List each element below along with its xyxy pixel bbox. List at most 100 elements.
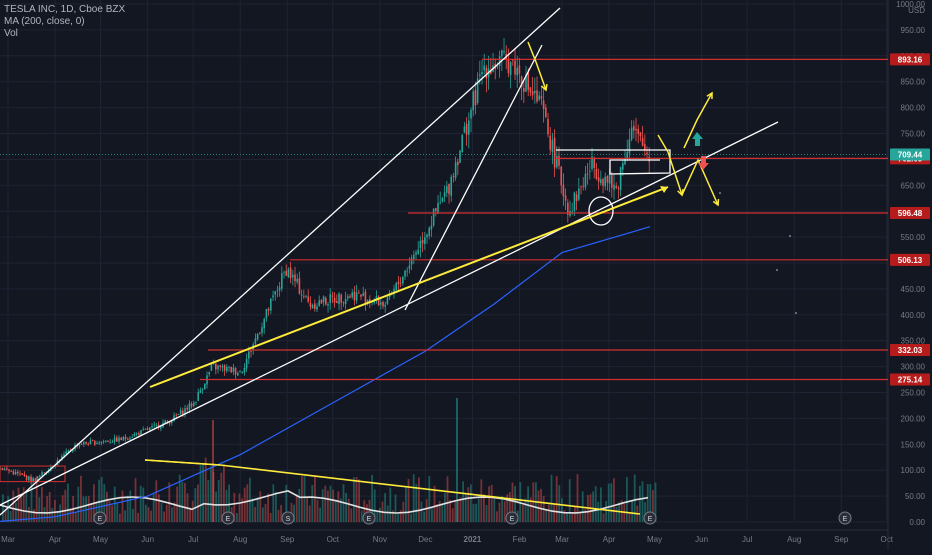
earnings-marker-label: E	[843, 516, 848, 523]
level-price-badge	[890, 373, 930, 386]
support-box[interactable]	[0, 465, 66, 483]
volume-ma-line	[0, 490, 649, 514]
trendline-white-steep[interactable]	[404, 44, 543, 311]
volume-bar	[228, 484, 230, 522]
candle-body	[446, 186, 448, 193]
volume-bar	[373, 489, 376, 522]
volume-bar	[353, 477, 355, 522]
volume-bar	[194, 488, 197, 522]
volume-bar	[119, 513, 121, 522]
candle-body	[140, 430, 142, 435]
candle-body	[617, 188, 620, 189]
volume-bar	[215, 491, 217, 522]
projection-arrow-down[interactable]	[681, 158, 719, 206]
volume-bar	[548, 504, 550, 522]
candle-body	[481, 71, 483, 75]
earnings-marker-icon[interactable]	[221, 511, 235, 525]
earnings-marker-icon[interactable]	[838, 511, 852, 525]
volume-bar	[597, 501, 600, 522]
candle-body	[347, 296, 349, 299]
candle-body	[184, 408, 186, 415]
volume-bar	[410, 513, 412, 522]
volume-bar	[137, 513, 139, 522]
trendline-white-upper[interactable]	[0, 7, 561, 516]
earnings-marker-icon[interactable]	[281, 511, 295, 525]
candle-body	[432, 208, 435, 226]
candle-body	[421, 239, 424, 244]
candle-body	[120, 437, 123, 441]
volume-bar	[308, 505, 311, 522]
trendline-yellow-support[interactable]	[149, 186, 669, 388]
volume-bar	[25, 491, 28, 522]
level-price-label: 893.16	[898, 55, 923, 64]
x-tick-label: Sep	[280, 535, 295, 544]
volume-bar	[319, 507, 321, 522]
current-price-badge	[890, 148, 930, 161]
candle-body	[89, 440, 92, 445]
volume-bar	[38, 497, 41, 522]
volume-bar	[17, 487, 20, 522]
candle-body	[472, 91, 475, 111]
projection-arrow-up-head	[706, 91, 713, 100]
volume-bar	[623, 504, 626, 522]
earnings-marker-icon[interactable]	[93, 511, 107, 525]
candle-body	[303, 296, 305, 298]
earnings-marker-icon[interactable]	[505, 511, 519, 525]
candle-body	[314, 303, 316, 309]
volume-bar	[561, 498, 563, 522]
earnings-marker-label: S	[286, 516, 291, 523]
candle-body	[0, 467, 2, 469]
volume-bar	[12, 490, 15, 522]
candle-body	[188, 403, 191, 411]
candle-body	[256, 333, 259, 340]
volume-bar	[54, 499, 56, 522]
earnings-marker-icon[interactable]	[643, 511, 657, 525]
volume-bar	[90, 503, 93, 522]
trendline-white-lower[interactable]	[0, 121, 779, 506]
projection-arrow-up[interactable]	[683, 92, 713, 149]
candle-body	[437, 202, 439, 213]
level-price-label: 332.03	[898, 346, 923, 355]
ma-indicator-label[interactable]: MA (200, close, 0)	[4, 16, 85, 27]
highlight-circle[interactable]	[588, 196, 614, 226]
candle-body	[336, 301, 338, 304]
candle-body	[223, 365, 226, 371]
candle-body	[545, 107, 547, 117]
candle-body	[309, 302, 312, 307]
volume-bar	[506, 494, 509, 522]
volume-bar	[420, 501, 423, 522]
trendline-yellow-volume-2[interactable]	[144, 459, 221, 466]
volume-bar	[241, 498, 243, 522]
candle-body	[307, 296, 310, 302]
candle-body	[63, 454, 65, 457]
candle-body	[428, 227, 431, 236]
candle-body	[514, 60, 516, 75]
volume-indicator-label[interactable]: Vol	[4, 28, 18, 39]
volume-bar	[324, 485, 327, 522]
projection-arrow-top[interactable]	[527, 41, 547, 91]
candle-body	[393, 288, 395, 295]
volume-bar	[316, 499, 319, 522]
earnings-marker-icon[interactable]	[362, 511, 376, 525]
volume-bar	[254, 506, 256, 522]
candle-body	[395, 283, 398, 291]
projection-arrow-down-head	[712, 198, 720, 207]
candle-body	[177, 413, 180, 416]
volume-bar	[64, 489, 67, 522]
candle-body	[138, 432, 140, 435]
projection-arrow-mid[interactable]	[657, 134, 683, 196]
candle-body	[639, 132, 642, 137]
candle-body	[98, 442, 101, 444]
consolidation-box[interactable]	[556, 149, 671, 175]
volume-bar	[571, 513, 574, 522]
volume-bar	[269, 512, 272, 522]
x-tick-label: Jun	[141, 535, 154, 544]
candle-body	[149, 427, 151, 431]
earnings-marker-label: E	[648, 516, 653, 523]
candle-body	[362, 293, 365, 296]
volume-bar	[147, 507, 150, 522]
candle-body	[573, 192, 576, 211]
volume-bar	[160, 502, 163, 522]
